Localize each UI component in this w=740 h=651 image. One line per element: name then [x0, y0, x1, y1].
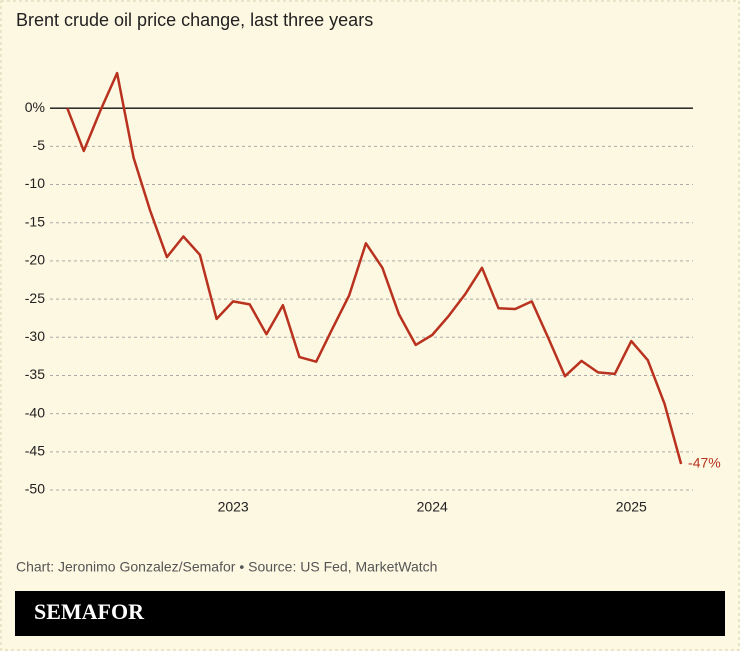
- y-tick-label: -15: [25, 213, 45, 229]
- y-tick-label: 0%: [25, 99, 45, 115]
- source: Chart: Jeronimo Gonzalez/Semafor • Sourc…: [16, 559, 437, 575]
- value-label: -47%: [688, 455, 721, 471]
- y-tick-label: -5: [33, 137, 46, 153]
- y-tick-label: -50: [25, 481, 45, 497]
- x-tick-label: 2023: [218, 499, 249, 515]
- logo: SEMAFOR: [34, 599, 145, 624]
- price-line: [66, 71, 683, 465]
- y-tick-label: -25: [25, 290, 45, 306]
- y-tick-label: -35: [25, 366, 45, 382]
- y-tick-label: -10: [25, 175, 45, 191]
- logo-band: [15, 591, 725, 636]
- y-tick-label: -45: [25, 443, 45, 459]
- x-tick-label: 2025: [616, 499, 647, 515]
- y-tick-label: -20: [25, 252, 45, 268]
- x-tick-label: 2024: [417, 499, 448, 515]
- y-tick-label: -40: [25, 404, 45, 420]
- chart-title: Brent crude oil price change, last three…: [16, 10, 373, 30]
- y-tick-label: -30: [25, 328, 45, 344]
